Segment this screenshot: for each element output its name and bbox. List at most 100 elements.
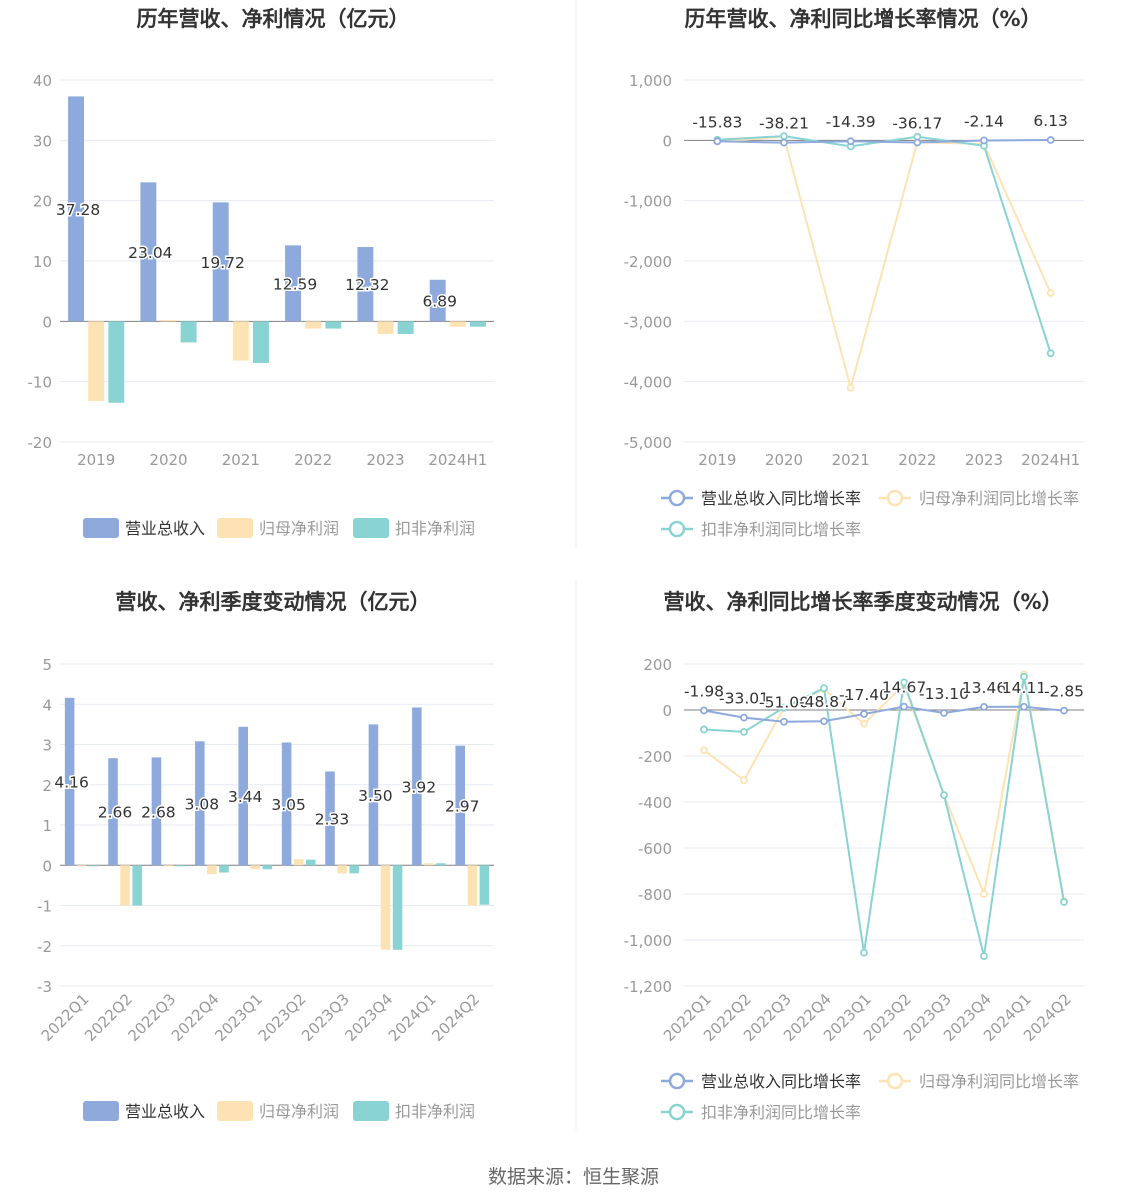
data-point-revenue [1060, 706, 1068, 715]
legend-marker [886, 489, 904, 507]
data-point-revenue [820, 717, 828, 726]
bar-revenue [455, 745, 465, 866]
x-tick-label: 2019 [698, 451, 736, 469]
bar-netprofit [424, 863, 434, 866]
legend: 营业总收入 归母净利润 扣非净利润 [83, 1101, 475, 1121]
series-line-revenue [717, 138, 1051, 144]
bar-deducted [180, 321, 197, 343]
legend-label: 归母净利润同比增长率 [919, 1072, 1079, 1091]
y-tick-label: 30 [33, 132, 52, 150]
legend-swatch [353, 518, 389, 538]
data-point-revenue [700, 706, 708, 715]
data-point-revenue [846, 137, 855, 146]
bar-revenue [285, 245, 301, 322]
chart-title: 历年营收、净利同比增长率情况（%） [684, 7, 1041, 31]
data-point-deducted [1020, 672, 1028, 681]
bar-netprofit [88, 321, 105, 401]
data-label: 2.66 [98, 804, 133, 822]
bar-netprofit [449, 321, 466, 327]
bar-revenue [64, 697, 75, 866]
data-point-revenue [980, 136, 988, 145]
data-label: -33.01 [719, 690, 769, 708]
bar-netprofit [76, 865, 87, 867]
y-tick-label: -1,000 [624, 932, 672, 950]
legend-label: 营业总收入同比增长率 [701, 1072, 861, 1091]
x-tick-label: 2019 [77, 451, 115, 469]
chart-3: 营收、净利季度变动情况（亿元）543210-1-2-32022Q12022Q22… [37, 590, 494, 1121]
bar-deducted [262, 865, 273, 870]
legend-label: 归母净利润 [259, 1102, 339, 1121]
data-source-note: 数据来源：恒生聚源 [487, 1166, 659, 1188]
y-tick-label: 2 [42, 777, 52, 795]
data-point-deducted [940, 791, 948, 799]
legend-label: 扣非净利润同比增长率 [701, 1103, 861, 1122]
y-tick-label: 1,000 [629, 72, 672, 90]
y-tick-label: -2 [37, 938, 52, 956]
data-point-revenue [900, 702, 908, 711]
data-label: -51.00 [759, 694, 809, 712]
data-label: 4.16 [54, 774, 89, 792]
bar-netprofit [293, 859, 304, 866]
chart-1: 历年营收、净利情况（亿元） 40 30 20 10 0 -10 -20 2019 2020 2021… [28, 7, 494, 538]
data-point-netprofit [1046, 289, 1055, 297]
legend-swatch [217, 518, 253, 538]
series-line-netprofit [703, 674, 1065, 902]
data-label: -17.40 [839, 686, 889, 704]
data-label: 19.72 [201, 254, 245, 272]
bar-deducted [392, 865, 403, 950]
data-label: 23.04 [128, 244, 172, 262]
series-line-deducted [717, 135, 1052, 354]
y-tick-label: -4,000 [624, 374, 672, 392]
y-tick-label: -1 [37, 898, 52, 916]
bar-revenue [325, 771, 335, 866]
bar-revenue [368, 724, 379, 866]
bar-netprofit [380, 865, 391, 950]
bar-deducted [325, 321, 342, 329]
legend-label: 归母净利润同比增长率 [919, 489, 1079, 508]
data-point-revenue [1046, 136, 1055, 144]
data-label: 3.44 [228, 788, 263, 806]
bar-revenue [195, 741, 205, 866]
data-label: 6.13 [1033, 112, 1068, 130]
bar-netprofit [163, 865, 174, 867]
bar-netprofit [337, 865, 347, 874]
bar-revenue [151, 757, 162, 866]
y-tick-label: -200 [638, 748, 672, 766]
y-tick-label: -10 [28, 374, 53, 392]
data-point-revenue [980, 703, 988, 711]
series-line-netprofit [717, 135, 1052, 392]
data-point-deducted [860, 948, 868, 957]
y-tick-label: 3 [42, 737, 52, 755]
data-point-netprofit [740, 776, 748, 785]
data-label: 14.67 [882, 679, 926, 697]
bar-revenue [281, 742, 292, 866]
data-label: -14.39 [826, 113, 876, 131]
chart-title: 营收、净利同比增长率季度变动情况（%） [663, 590, 1062, 614]
y-tick-label: 0 [42, 857, 52, 875]
y-tick-label: -20 [28, 434, 53, 452]
x-tick-label: 2023 [965, 451, 1003, 469]
y-tick-label: -800 [638, 886, 672, 904]
bar-revenue [140, 182, 157, 322]
bar-deducted [219, 865, 229, 873]
x-tick-label: 2024H1 [1021, 451, 1080, 469]
legend-swatch [83, 518, 119, 538]
data-point-deducted [900, 678, 908, 687]
legend-marker [668, 489, 686, 507]
bar-deducted [89, 865, 99, 867]
y-tick-label: -3 [37, 978, 52, 996]
bar-deducted [479, 865, 490, 905]
data-point-revenue [940, 709, 948, 717]
legend-label: 营业总收入 [125, 519, 205, 538]
bar-revenue [238, 726, 248, 866]
data-point-deducted [700, 725, 708, 734]
y-tick-label: 40 [33, 72, 52, 90]
bar-revenue [429, 279, 446, 322]
data-point-netprofit [860, 719, 868, 728]
bar-netprofit [377, 321, 394, 335]
data-label: 14.11 [1002, 679, 1046, 697]
bar-netprofit [120, 865, 130, 906]
data-label: 2.33 [315, 810, 350, 828]
